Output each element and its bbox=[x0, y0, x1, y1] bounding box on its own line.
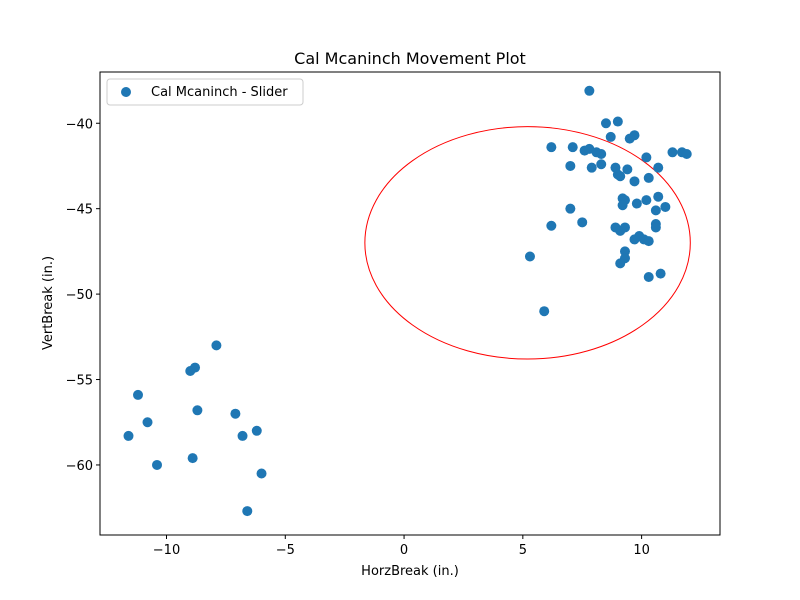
data-point bbox=[619, 222, 630, 233]
x-tick-label: −10 bbox=[153, 543, 180, 558]
data-point bbox=[660, 201, 671, 212]
data-point bbox=[653, 191, 664, 202]
data-point bbox=[605, 131, 616, 142]
plot-area bbox=[99, 71, 721, 536]
data-point bbox=[619, 246, 630, 257]
legend: Cal Mcaninch - Slider bbox=[106, 78, 304, 106]
data-point bbox=[584, 85, 595, 96]
data-point bbox=[142, 417, 153, 428]
data-point bbox=[667, 147, 678, 158]
data-point bbox=[237, 430, 248, 441]
y-tick-label: −45 bbox=[66, 203, 93, 218]
data-point bbox=[596, 159, 607, 170]
legend-marker bbox=[121, 87, 131, 97]
data-point bbox=[622, 164, 633, 175]
data-point bbox=[643, 236, 654, 247]
chart-title: Cal Mcaninch Movement Plot bbox=[294, 49, 526, 68]
data-point bbox=[615, 171, 626, 182]
data-point bbox=[546, 142, 557, 153]
data-point bbox=[242, 506, 253, 517]
x-tick-label: 5 bbox=[519, 543, 527, 558]
data-point bbox=[629, 234, 640, 245]
data-point bbox=[565, 203, 576, 214]
legend-box bbox=[106, 78, 304, 106]
x-tick-label: −5 bbox=[276, 543, 295, 558]
ellipse-layer bbox=[364, 126, 691, 360]
data-point bbox=[655, 268, 666, 279]
data-point bbox=[586, 162, 597, 173]
data-point bbox=[600, 118, 611, 129]
data-point bbox=[230, 408, 241, 419]
plot-frame bbox=[99, 71, 721, 536]
data-point bbox=[565, 160, 576, 171]
y-tick-label: −40 bbox=[66, 117, 93, 132]
data-point bbox=[612, 116, 623, 127]
x-axis-label: HorzBreak (in.) bbox=[361, 564, 459, 579]
data-point bbox=[256, 468, 267, 479]
data-point bbox=[596, 149, 607, 160]
data-point bbox=[133, 389, 144, 400]
x-tick-label: 0 bbox=[400, 543, 408, 558]
y-tick-label: −55 bbox=[66, 374, 93, 389]
data-point bbox=[524, 251, 535, 262]
data-point bbox=[123, 430, 134, 441]
data-point bbox=[187, 453, 198, 464]
y-tick-label: −60 bbox=[66, 459, 93, 474]
data-point bbox=[629, 176, 640, 187]
data-point bbox=[211, 340, 222, 351]
data-point bbox=[546, 220, 557, 231]
y-axis-ticks: −40 −45 −50 −55 −60 bbox=[66, 117, 100, 474]
data-point bbox=[615, 258, 626, 269]
data-point bbox=[577, 217, 588, 228]
reference-ellipse bbox=[364, 126, 691, 360]
data-point bbox=[650, 205, 661, 216]
data-point bbox=[631, 198, 642, 209]
data-point bbox=[539, 306, 550, 317]
data-point bbox=[650, 222, 661, 233]
x-axis-ticks: −10 −5 0 5 10 bbox=[153, 535, 650, 558]
data-point bbox=[641, 195, 652, 206]
data-point bbox=[643, 172, 654, 183]
legend-label: Cal Mcaninch - Slider bbox=[151, 85, 288, 100]
points-layer bbox=[123, 85, 692, 517]
data-point bbox=[567, 142, 578, 153]
data-point bbox=[152, 459, 163, 470]
data-point bbox=[251, 425, 262, 436]
y-axis-label: VertBreak (in.) bbox=[41, 256, 56, 350]
data-point bbox=[617, 200, 628, 211]
data-point bbox=[681, 149, 692, 160]
data-point bbox=[653, 162, 664, 173]
data-point bbox=[641, 152, 652, 163]
data-point bbox=[624, 133, 635, 144]
data-point bbox=[185, 365, 196, 376]
data-point bbox=[643, 272, 654, 283]
data-point bbox=[192, 405, 203, 416]
y-tick-label: −50 bbox=[66, 288, 93, 303]
x-tick-label: 10 bbox=[633, 543, 650, 558]
